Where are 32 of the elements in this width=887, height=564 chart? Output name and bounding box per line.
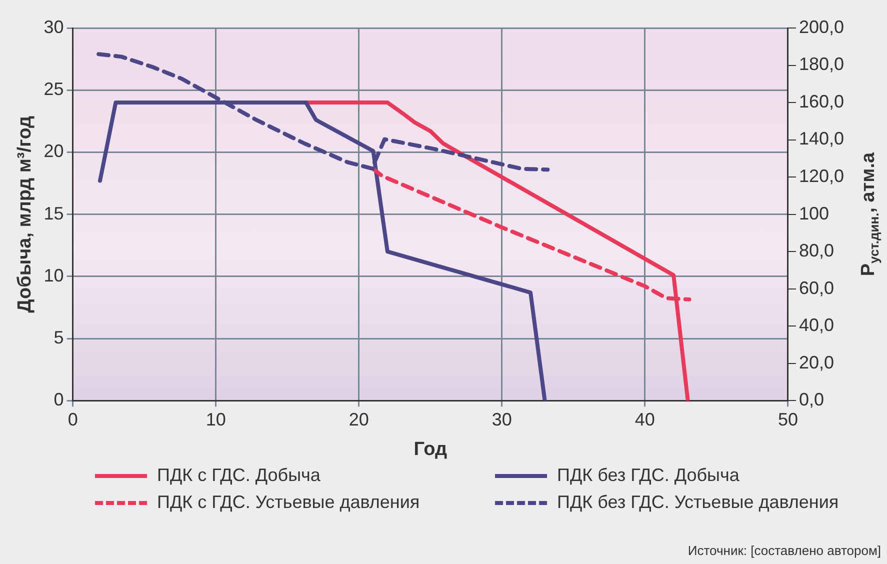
x-tick-label: 30 bbox=[492, 409, 512, 430]
y-tick-label: 10 bbox=[44, 265, 64, 286]
y2-tick-label: 80,0 bbox=[798, 240, 834, 261]
legend-label: ПДК с ГДС. Устьевые давления bbox=[157, 492, 420, 513]
y-tick-label: 30 bbox=[44, 16, 64, 37]
text: Источник: [составлено автором] bbox=[688, 543, 881, 558]
y2-axis-title: Руст.дин., атм.а bbox=[858, 152, 882, 276]
x-tick-label: 20 bbox=[348, 409, 369, 430]
y-axis-title: Добыча, млрд м³/год bbox=[14, 116, 36, 313]
legend-label: ПДК с ГДС. Добыча bbox=[157, 465, 320, 486]
legend-label: ПДК без ГДС. Устьевые давления bbox=[557, 492, 839, 513]
x-tick-label: 40 bbox=[634, 409, 655, 430]
y2-tick-label: 200,0 bbox=[798, 16, 844, 37]
y-tick-label: 15 bbox=[44, 203, 64, 224]
y-tick-label: 20 bbox=[44, 141, 64, 162]
y2-tick-label: 40,0 bbox=[798, 315, 834, 336]
y2-tick-label: 140,0 bbox=[798, 128, 844, 149]
y2-tick-label: 180,0 bbox=[798, 54, 844, 74]
x-tick-label: 10 bbox=[206, 409, 226, 430]
y2-tick-label: 20,0 bbox=[798, 352, 834, 372]
y2-tick-label: 160,0 bbox=[798, 91, 844, 112]
x-axis-title: Год bbox=[414, 438, 448, 460]
y2-tick-label: 60,0 bbox=[798, 278, 834, 298]
x-tick-label: 50 bbox=[778, 409, 798, 430]
y-tick-label: 25 bbox=[44, 79, 64, 100]
legend-label: ПДК без ГДС. Добыча bbox=[557, 465, 740, 486]
y2-tick-label: 120,0 bbox=[798, 166, 844, 186]
y-tick-label: 5 bbox=[54, 327, 64, 348]
x-tick-label: 0 bbox=[68, 409, 78, 430]
y-tick-label: 0 bbox=[54, 390, 64, 410]
y2-tick-label: 100 bbox=[798, 203, 830, 224]
y2-tick-label: 0,0 bbox=[798, 390, 824, 410]
